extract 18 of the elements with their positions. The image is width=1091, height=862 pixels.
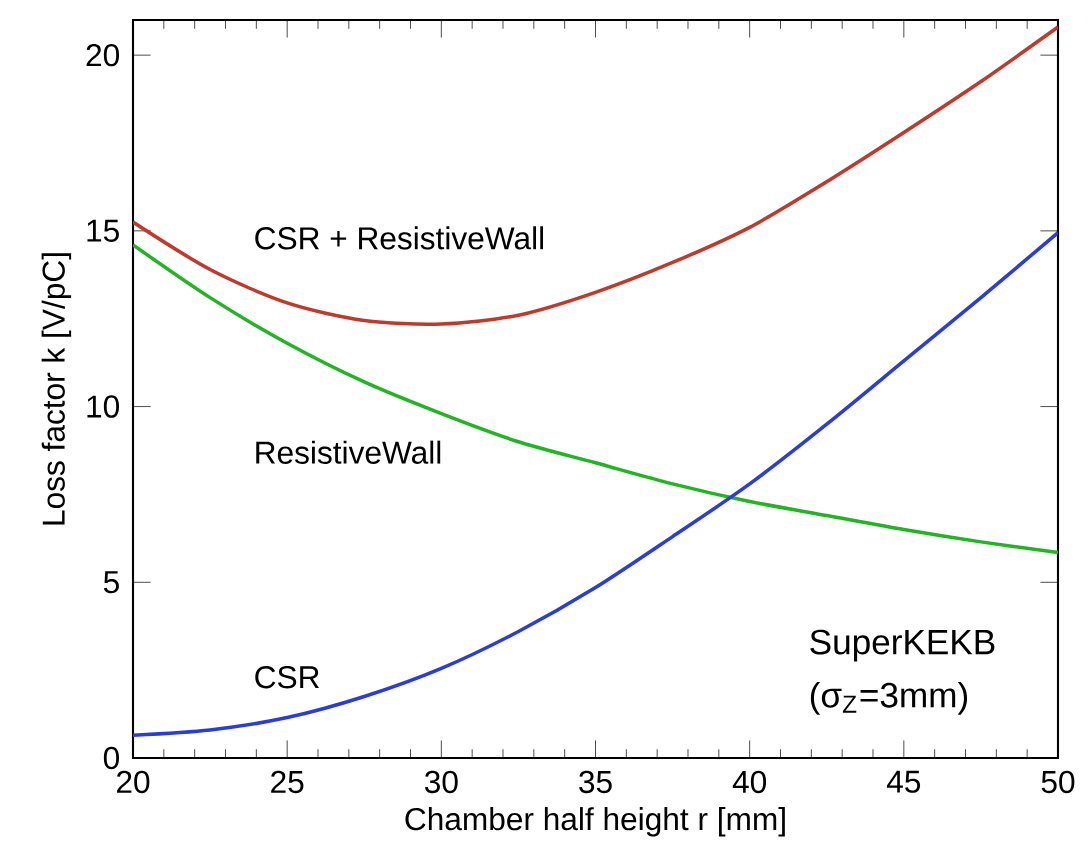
y-tick-label: 5 [103,571,119,594]
x-tick-label: 50 [1041,770,1075,794]
y-tick-label: 15 [87,219,119,242]
annotation: (σ$_{Z}$=3mm) [810,681,968,715]
annotation: SuperKEKB [810,629,995,662]
x-axis-title: Chamber half height r [mm] [405,807,785,837]
x-tick-label: 35 [579,770,612,794]
series-label: CSR + ResistiveWall [255,226,544,250]
x-tick-label: 40 [732,770,767,794]
x-tick-label: 25 [271,770,304,794]
y-tick-label: 10 [87,395,120,418]
y-axis-title: Loss factor k [V/pC] [41,253,72,525]
y-tick-label: 0 [103,746,120,770]
y-tick-label: 20 [86,43,120,67]
series-label: ResistiveWall [256,440,441,464]
x-tick-label: 45 [886,770,921,793]
series-label: CSR [255,665,320,689]
x-tick-label: 30 [424,770,458,794]
